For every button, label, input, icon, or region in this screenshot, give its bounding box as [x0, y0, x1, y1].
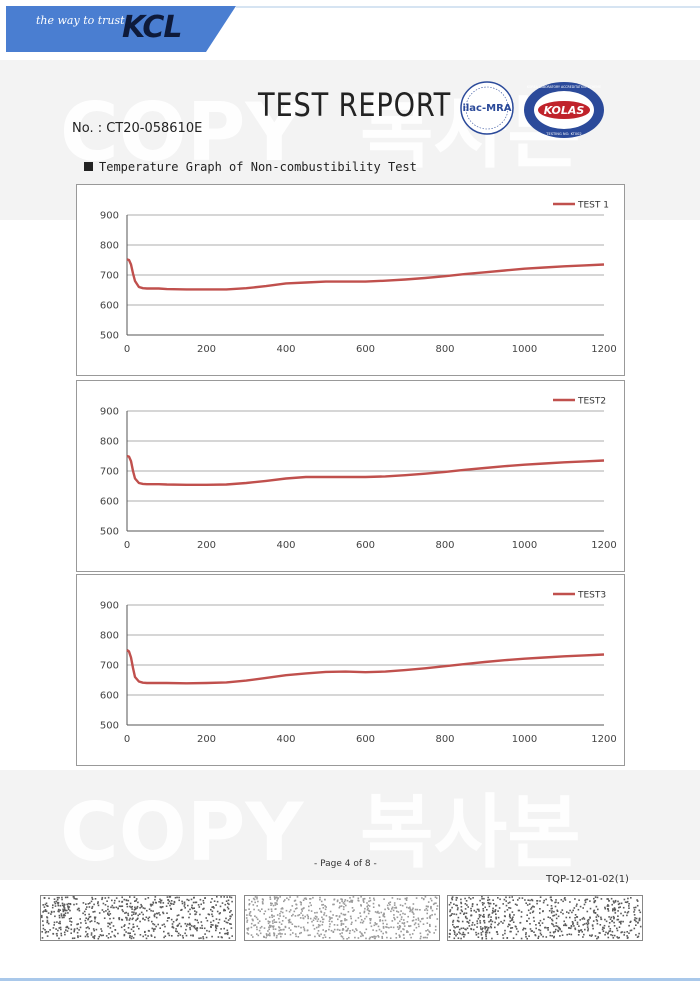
document-code: TQP-12-01-02(1)	[546, 874, 629, 885]
kolas-label: KOLAS	[544, 104, 585, 117]
x-tick-label: 400	[276, 734, 295, 745]
x-tick-label: 1000	[512, 540, 537, 551]
x-tick-label: 200	[197, 540, 216, 551]
series-line	[126, 649, 605, 685]
x-tick-label: 400	[276, 540, 295, 551]
legend-label: TEST2	[577, 397, 606, 407]
section-title: Temperature Graph of Non-combustibility …	[84, 160, 417, 174]
legend-label: TEST 1	[577, 201, 609, 211]
y-tick-label: 600	[100, 301, 119, 312]
chart-test-3: 500 600 700 800 900 0 200 400 600 800 1000 1200 TEST…	[76, 574, 625, 766]
x-tick-label: 1200	[591, 540, 616, 551]
watermark-band	[0, 770, 700, 880]
y-tick-label: 600	[100, 497, 119, 508]
kolas-ring-text: KOREA LABORATORY ACCREDITATION SCHEME	[527, 85, 601, 89]
bullet-square-icon	[84, 162, 93, 171]
svg-text:COPY: COPY	[60, 786, 304, 879]
chart-test-1: 500 600 700 800 900 0 200 400 600 800 1000 1200 TEST…	[76, 184, 625, 376]
page-title: TEST REPORT	[258, 86, 452, 124]
series-line	[126, 258, 605, 291]
x-tick-label: 1200	[591, 344, 616, 355]
x-tick-label: 600	[356, 734, 375, 745]
company-tagline: the way to trust	[36, 14, 125, 27]
y-tick-label: 900	[100, 601, 119, 612]
y-tick-label: 700	[100, 271, 119, 282]
y-tick-label: 900	[100, 211, 119, 222]
chart-test-2: 500 600 700 800 900 0 200 400 600 800 1000 1200 TEST…	[76, 380, 625, 572]
y-tick-label: 500	[100, 721, 119, 732]
y-tick-label: 500	[100, 331, 119, 342]
security-pattern	[244, 895, 440, 941]
x-tick-label: 200	[197, 344, 216, 355]
y-tick-label: 500	[100, 527, 119, 538]
kolas-test-number: TESTING NO. KT002	[545, 132, 581, 136]
security-pattern	[40, 895, 236, 941]
kolas-logo: KOLAS KOREA LABORATORY ACCREDITATION SCH…	[524, 82, 604, 138]
bottom-rule	[0, 978, 700, 981]
x-tick-label: 600	[356, 540, 375, 551]
chart-test-1-plot: 500 600 700 800 900 0 200 400 600 800 1000 1200 TEST…	[100, 201, 617, 356]
chart-test-3-plot: 500 600 700 800 900 0 200 400 600 800 1000 1200 TEST…	[100, 591, 617, 746]
company-logo: KCL	[122, 10, 182, 45]
page-number: - Page 4 of 8 -	[314, 859, 377, 869]
y-tick-label: 800	[100, 241, 119, 252]
x-tick-label: 400	[276, 344, 295, 355]
x-tick-label: 0	[124, 734, 130, 745]
series-line	[126, 454, 605, 487]
svg-text:COPY: COPY	[60, 86, 304, 179]
y-tick-label: 800	[100, 631, 119, 642]
report-number: No. : CT20-058610E	[72, 121, 203, 136]
x-tick-label: 800	[435, 540, 454, 551]
x-tick-label: 600	[356, 344, 375, 355]
header-banner: the way to trust KCL	[6, 6, 236, 52]
y-tick-label: 800	[100, 437, 119, 448]
section-title-text: Temperature Graph of Non-combustibility …	[99, 160, 417, 174]
x-tick-label: 800	[435, 734, 454, 745]
y-tick-label: 900	[100, 407, 119, 418]
ilac-label: ilac-MRA	[462, 103, 511, 114]
x-tick-label: 1000	[512, 344, 537, 355]
ilac-mra-logo: ilac-MRA	[460, 81, 514, 135]
x-tick-label: 1000	[512, 734, 537, 745]
svg-text:복사본: 복사본	[360, 786, 581, 879]
x-tick-label: 800	[435, 344, 454, 355]
x-tick-label: 200	[197, 734, 216, 745]
top-rule	[236, 6, 700, 8]
y-tick-label: 600	[100, 691, 119, 702]
chart-test-2-plot: 500 600 700 800 900 0 200 400 600 800 1000 1200 TEST…	[100, 397, 617, 552]
security-pattern	[447, 895, 643, 941]
x-tick-label: 0	[124, 540, 130, 551]
x-tick-label: 1200	[591, 734, 616, 745]
legend-label: TEST3	[577, 591, 606, 601]
x-tick-label: 0	[124, 344, 130, 355]
y-tick-label: 700	[100, 661, 119, 672]
y-tick-label: 700	[100, 467, 119, 478]
